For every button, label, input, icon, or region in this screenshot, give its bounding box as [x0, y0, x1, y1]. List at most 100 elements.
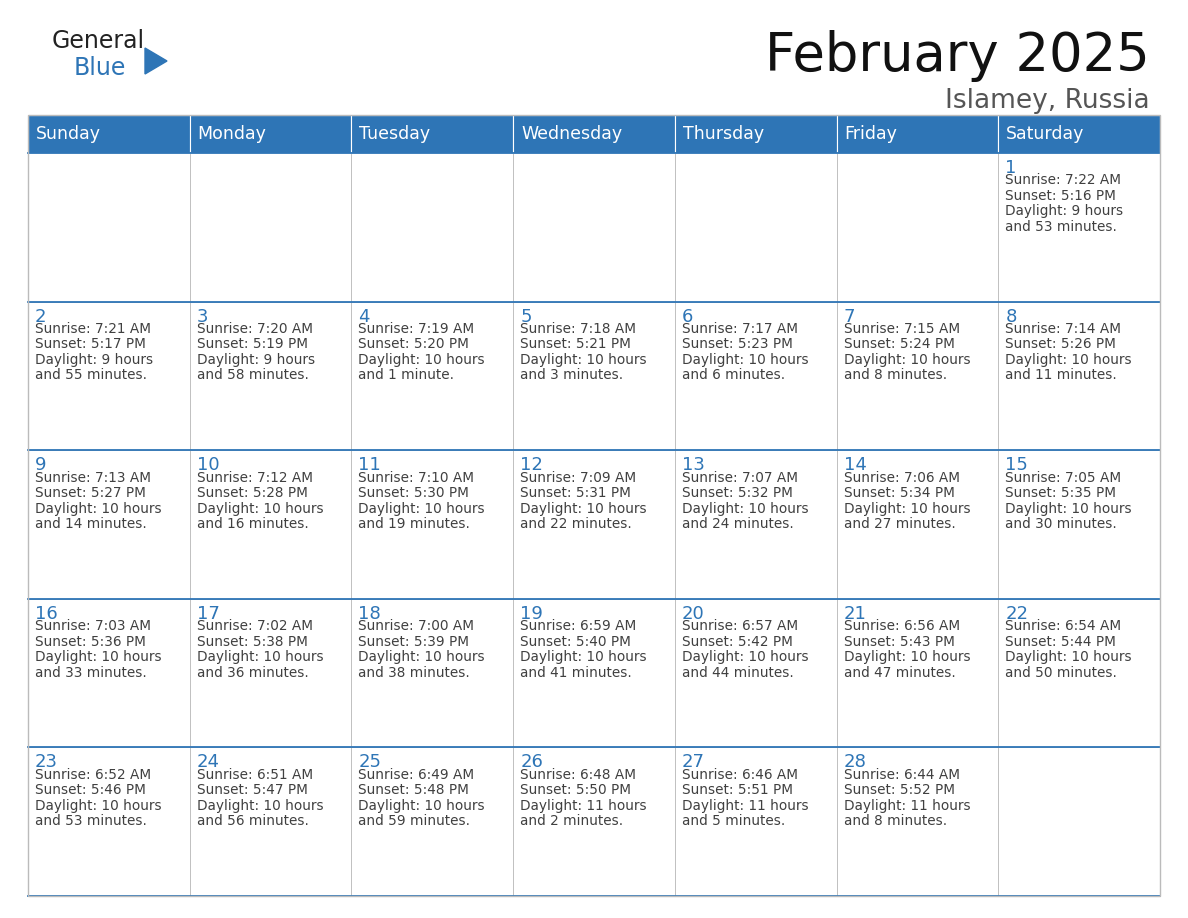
Text: and 41 minutes.: and 41 minutes.	[520, 666, 632, 679]
Bar	[352, 747, 513, 896]
Bar	[998, 599, 1159, 747]
Text: and 55 minutes.: and 55 minutes.	[34, 368, 147, 383]
Bar	[29, 747, 190, 896]
Bar	[190, 599, 352, 747]
Text: Daylight: 10 hours: Daylight: 10 hours	[34, 650, 162, 664]
Text: General: General	[52, 29, 145, 53]
Text: 14: 14	[843, 456, 866, 475]
Text: and 6 minutes.: and 6 minutes.	[682, 368, 785, 383]
Bar	[675, 153, 836, 302]
Bar	[513, 153, 675, 302]
Text: and 8 minutes.: and 8 minutes.	[843, 368, 947, 383]
Text: Sunset: 5:46 PM: Sunset: 5:46 PM	[34, 783, 146, 797]
Text: 8: 8	[1005, 308, 1017, 326]
Text: Sunset: 5:19 PM: Sunset: 5:19 PM	[197, 338, 308, 352]
Bar	[29, 302, 190, 450]
Text: Daylight: 11 hours: Daylight: 11 hours	[682, 799, 809, 812]
Text: Daylight: 10 hours: Daylight: 10 hours	[520, 501, 646, 516]
Bar	[998, 153, 1159, 302]
Text: and 14 minutes.: and 14 minutes.	[34, 517, 147, 531]
Bar	[190, 153, 352, 302]
Bar	[29, 115, 1159, 896]
Bar	[190, 747, 352, 896]
Text: Sunset: 5:42 PM: Sunset: 5:42 PM	[682, 634, 792, 649]
Bar	[29, 450, 190, 599]
Text: Sunset: 5:24 PM: Sunset: 5:24 PM	[843, 338, 954, 352]
Text: and 53 minutes.: and 53 minutes.	[1005, 219, 1117, 234]
Text: 11: 11	[359, 456, 381, 475]
Bar	[513, 599, 675, 747]
Text: and 47 minutes.: and 47 minutes.	[843, 666, 955, 679]
Text: 23: 23	[34, 754, 58, 771]
Text: Sunset: 5:34 PM: Sunset: 5:34 PM	[843, 486, 954, 500]
Bar	[352, 302, 513, 450]
Text: Sunrise: 6:44 AM: Sunrise: 6:44 AM	[843, 767, 960, 782]
Bar	[675, 115, 836, 153]
Text: Sunrise: 7:21 AM: Sunrise: 7:21 AM	[34, 322, 151, 336]
Text: Sunrise: 7:15 AM: Sunrise: 7:15 AM	[843, 322, 960, 336]
Text: Sunset: 5:21 PM: Sunset: 5:21 PM	[520, 338, 631, 352]
Text: 28: 28	[843, 754, 866, 771]
Text: Sunset: 5:51 PM: Sunset: 5:51 PM	[682, 783, 792, 797]
Bar	[675, 450, 836, 599]
Text: Sunrise: 7:06 AM: Sunrise: 7:06 AM	[843, 471, 960, 485]
Text: Sunrise: 6:48 AM: Sunrise: 6:48 AM	[520, 767, 636, 782]
Bar	[675, 747, 836, 896]
Text: Sunrise: 7:17 AM: Sunrise: 7:17 AM	[682, 322, 798, 336]
Text: Daylight: 10 hours: Daylight: 10 hours	[682, 353, 809, 367]
Text: Daylight: 11 hours: Daylight: 11 hours	[843, 799, 971, 812]
Text: and 27 minutes.: and 27 minutes.	[843, 517, 955, 531]
Text: Daylight: 10 hours: Daylight: 10 hours	[1005, 650, 1132, 664]
Text: 18: 18	[359, 605, 381, 622]
Text: and 30 minutes.: and 30 minutes.	[1005, 517, 1117, 531]
Text: Daylight: 10 hours: Daylight: 10 hours	[520, 353, 646, 367]
Bar	[836, 599, 998, 747]
Text: Sunset: 5:44 PM: Sunset: 5:44 PM	[1005, 634, 1117, 649]
Text: and 3 minutes.: and 3 minutes.	[520, 368, 624, 383]
Bar	[513, 302, 675, 450]
Text: Daylight: 10 hours: Daylight: 10 hours	[682, 650, 809, 664]
Text: Daylight: 11 hours: Daylight: 11 hours	[520, 799, 646, 812]
Text: and 1 minute.: and 1 minute.	[359, 368, 455, 383]
Text: Sunrise: 7:19 AM: Sunrise: 7:19 AM	[359, 322, 474, 336]
Text: Sunrise: 6:57 AM: Sunrise: 6:57 AM	[682, 619, 798, 633]
Text: Sunset: 5:38 PM: Sunset: 5:38 PM	[197, 634, 308, 649]
Text: 20: 20	[682, 605, 704, 622]
Text: Sunset: 5:47 PM: Sunset: 5:47 PM	[197, 783, 308, 797]
Text: Sunset: 5:26 PM: Sunset: 5:26 PM	[1005, 338, 1117, 352]
Text: and 44 minutes.: and 44 minutes.	[682, 666, 794, 679]
Text: Daylight: 10 hours: Daylight: 10 hours	[359, 650, 485, 664]
Text: Sunrise: 6:56 AM: Sunrise: 6:56 AM	[843, 619, 960, 633]
Bar	[352, 153, 513, 302]
Text: Sunset: 5:16 PM: Sunset: 5:16 PM	[1005, 189, 1117, 203]
Text: Thursday: Thursday	[683, 125, 764, 143]
Text: Sunset: 5:20 PM: Sunset: 5:20 PM	[359, 338, 469, 352]
Bar	[998, 302, 1159, 450]
Bar	[352, 599, 513, 747]
Text: Sunrise: 6:49 AM: Sunrise: 6:49 AM	[359, 767, 474, 782]
Text: Sunrise: 6:51 AM: Sunrise: 6:51 AM	[197, 767, 312, 782]
Text: Saturday: Saturday	[1006, 125, 1085, 143]
Text: and 56 minutes.: and 56 minutes.	[197, 814, 309, 828]
Text: and 50 minutes.: and 50 minutes.	[1005, 666, 1117, 679]
Bar	[352, 115, 513, 153]
Bar	[675, 599, 836, 747]
Text: Daylight: 10 hours: Daylight: 10 hours	[197, 650, 323, 664]
Text: 19: 19	[520, 605, 543, 622]
Text: Daylight: 10 hours: Daylight: 10 hours	[520, 650, 646, 664]
Bar	[675, 302, 836, 450]
Bar	[29, 599, 190, 747]
Text: Sunset: 5:40 PM: Sunset: 5:40 PM	[520, 634, 631, 649]
Text: Sunrise: 7:12 AM: Sunrise: 7:12 AM	[197, 471, 312, 485]
Bar	[513, 747, 675, 896]
Text: Sunrise: 7:02 AM: Sunrise: 7:02 AM	[197, 619, 312, 633]
Text: 26: 26	[520, 754, 543, 771]
Text: 24: 24	[197, 754, 220, 771]
Text: Sunset: 5:32 PM: Sunset: 5:32 PM	[682, 486, 792, 500]
Text: Daylight: 10 hours: Daylight: 10 hours	[682, 501, 809, 516]
Bar	[513, 450, 675, 599]
Text: 17: 17	[197, 605, 220, 622]
Bar	[836, 153, 998, 302]
Bar	[836, 450, 998, 599]
Text: 15: 15	[1005, 456, 1028, 475]
